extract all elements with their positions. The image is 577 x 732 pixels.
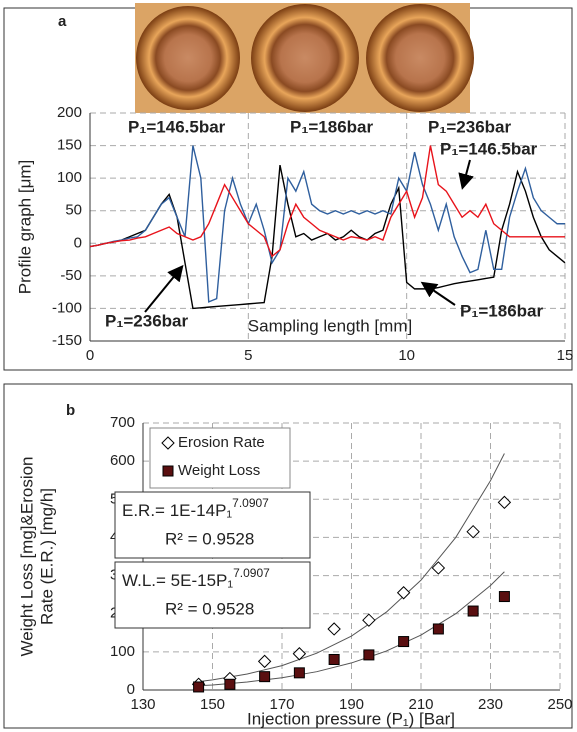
y-tick-label: 150 — [57, 137, 82, 154]
point-diamond — [327, 622, 341, 636]
point-square — [432, 623, 444, 635]
point-diamond — [396, 586, 411, 600]
equation-box — [114, 491, 311, 559]
annotation-arrow — [420, 281, 456, 306]
y-tick-label: 100 — [110, 643, 135, 660]
equation-r2: R² = 0.9528 — [165, 529, 254, 548]
legend-box — [149, 427, 291, 489]
panel-b-frame — [3, 383, 573, 729]
x-tick-label: 210 — [408, 696, 433, 713]
equation-exponent: 7.0907 — [232, 496, 269, 510]
x-tick-label: 10 — [398, 347, 415, 364]
y-tick-label: -50 — [60, 267, 82, 284]
photo-sample — [251, 4, 359, 112]
y-tick-label: 0 — [74, 234, 82, 251]
legend-marker — [162, 465, 174, 477]
annotation-arrow — [144, 264, 184, 313]
x-tick-label: 190 — [339, 696, 364, 713]
x-tick-label: 5 — [244, 347, 252, 364]
point-square — [467, 605, 479, 617]
point-square — [293, 667, 305, 679]
trendline — [198, 571, 505, 687]
annotation: P₁=236bar — [105, 311, 189, 330]
point-square — [363, 649, 375, 661]
photo-sample — [366, 4, 474, 112]
panel-label: b — [66, 402, 75, 419]
annotation: P₁=146.5bar — [440, 139, 538, 158]
x-tick-label: 130 — [130, 696, 155, 713]
profile-line — [89, 145, 565, 303]
panel-label: a — [58, 13, 67, 30]
annotation: P₁=146.5bar — [128, 117, 226, 136]
equation-r2: R² = 0.9528 — [165, 599, 254, 618]
point-diamond — [257, 654, 272, 669]
point-square — [193, 681, 205, 693]
legend-label: Erosion Rate — [178, 434, 265, 451]
annotation-arrow — [458, 159, 474, 190]
point-square — [328, 653, 340, 665]
point-diamond — [466, 525, 480, 539]
y-axis-title: Profile graph [μm] — [15, 160, 34, 295]
y-axis-title: Weight Loss [mg]&Erosion — [17, 457, 36, 657]
annotation: P₁=186bar — [290, 117, 374, 136]
legend-label: Weight Loss — [178, 462, 260, 479]
x-tick-label: 170 — [269, 696, 294, 713]
equation: W.L.= 5E-15P₁7.0907 — [122, 566, 270, 590]
point-square — [498, 591, 510, 603]
point-square — [259, 671, 271, 683]
point-diamond — [292, 647, 307, 661]
point-square — [224, 678, 236, 690]
y-axis-title: Rate (E.R.) [mg/h] — [37, 488, 56, 625]
point-diamond — [431, 561, 446, 575]
y-tick-label: -150 — [52, 332, 82, 349]
profile-line — [89, 145, 565, 258]
x-axis-title: Sampling length [mm] — [248, 316, 412, 335]
annotation: P₁=236bar — [428, 117, 512, 136]
equation: E.R.= 1E-14P₁7.0907 — [122, 496, 269, 520]
x-axis-title: Injection pressure (P₁) [Bar] — [247, 709, 455, 728]
equation-exponent: 7.0907 — [233, 566, 270, 580]
y-tick-label: -100 — [52, 299, 82, 316]
trendline — [198, 453, 505, 683]
photo-sample — [136, 6, 240, 110]
y-tick-label: 600 — [110, 452, 135, 469]
point-diamond — [497, 495, 512, 510]
point-square — [398, 636, 410, 648]
equation-text: W.L.= 5E-15P₁ — [122, 571, 233, 590]
x-tick-label: 230 — [478, 696, 503, 713]
legend-marker — [161, 436, 175, 450]
equation-box — [114, 561, 311, 629]
x-tick-label: 15 — [557, 347, 574, 364]
y-tick-label: 100 — [57, 169, 82, 186]
y-tick-label: 700 — [110, 414, 135, 431]
x-tick-label: 150 — [200, 696, 225, 713]
x-tick-label: 250 — [547, 696, 572, 713]
y-tick-label: 200 — [57, 104, 82, 121]
y-tick-label: 50 — [65, 202, 82, 219]
point-diamond — [362, 613, 376, 627]
equation-text: E.R.= 1E-14P₁ — [122, 501, 232, 520]
y-tick-label: 0 — [127, 681, 135, 698]
x-tick-label: 0 — [86, 347, 94, 364]
annotation: P₁=186bar — [460, 301, 544, 320]
